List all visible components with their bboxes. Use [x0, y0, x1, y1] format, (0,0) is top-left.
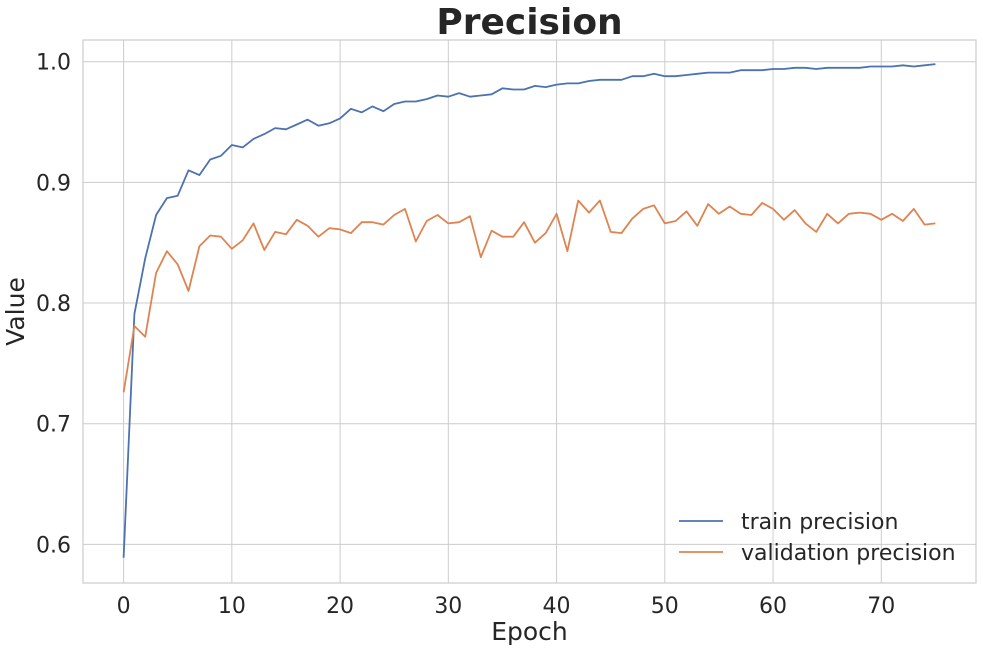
series-lines: [122, 63, 936, 558]
tick-labels: 0 10 20 30 40 50 60 70 0.6 0.7 0.8 0.9 1.0: [36, 51, 895, 619]
grid: [83, 40, 976, 583]
chart-title: Precision: [436, 2, 622, 43]
x-axis-label: Epoch: [491, 617, 568, 646]
x-tick-label: 60: [759, 594, 787, 619]
x-tick-label: 30: [434, 594, 462, 619]
series-line-train-precision: [122, 63, 936, 558]
plot-frame: [82, 39, 977, 584]
y-tick-label: 0.9: [36, 171, 71, 196]
x-tick-label: 10: [218, 594, 246, 619]
x-tick-label: 70: [867, 594, 895, 619]
legend-label: validation precision: [741, 541, 956, 566]
y-tick-label: 0.7: [36, 413, 71, 438]
y-tick-label: 0.8: [36, 292, 71, 317]
x-tick-label: 0: [117, 594, 131, 619]
y-axis-label: Value: [1, 277, 30, 346]
legend: train precision validation precision: [679, 510, 956, 566]
x-tick-label: 20: [326, 594, 354, 619]
y-tick-label: 0.6: [36, 533, 71, 558]
legend-label: train precision: [741, 510, 898, 535]
y-tick-label: 1.0: [36, 51, 71, 76]
series-line-validation-precision: [122, 199, 936, 393]
x-tick-label: 40: [543, 594, 571, 619]
x-tick-label: 50: [651, 594, 679, 619]
